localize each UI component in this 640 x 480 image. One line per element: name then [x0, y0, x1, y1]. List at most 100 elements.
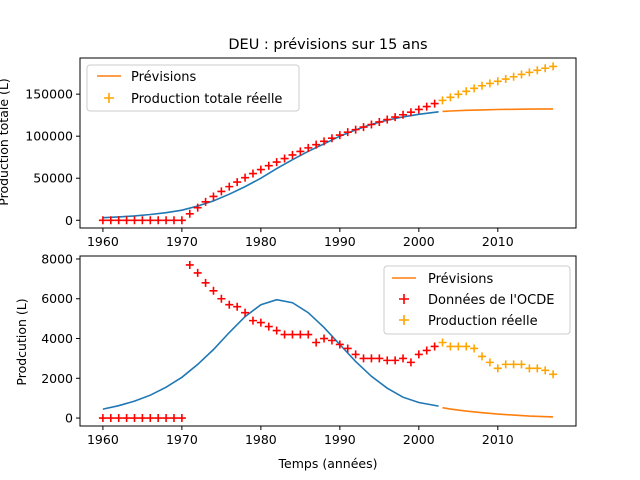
- data-point-oecd: [359, 123, 368, 132]
- data-point-oecd: [106, 216, 115, 225]
- data-point-oecd: [154, 414, 163, 423]
- data-point-oecd: [114, 414, 123, 423]
- legend-label-forecast: Prévisions: [131, 70, 197, 85]
- data-point-real: [525, 68, 534, 77]
- data-point-oecd: [217, 294, 226, 303]
- series-line-forecast: [442, 406, 554, 418]
- data-point-oecd: [256, 165, 265, 174]
- data-point-oecd: [383, 356, 392, 365]
- data-point-oecd: [399, 110, 408, 119]
- data-point-oecd: [288, 150, 297, 159]
- data-point-oecd: [122, 216, 131, 225]
- data-point-real: [525, 364, 534, 373]
- data-point-real: [478, 352, 487, 361]
- data-point-oecd: [225, 300, 234, 309]
- data-point-real: [509, 360, 518, 369]
- data-point-real: [493, 364, 502, 373]
- data-point-oecd: [146, 414, 155, 423]
- data-point-oecd: [241, 173, 250, 182]
- data-point-oecd: [162, 414, 171, 423]
- data-point-oecd: [351, 350, 360, 359]
- data-point-oecd: [391, 356, 400, 365]
- data-point-real: [485, 79, 494, 88]
- data-point-oecd: [430, 342, 439, 351]
- data-point-real: [541, 366, 550, 375]
- x-tick-label: 1960: [87, 432, 119, 447]
- data-point-real: [485, 358, 494, 367]
- x-tick-label: 1970: [166, 432, 198, 447]
- data-point-real: [493, 77, 502, 86]
- data-point-real: [454, 342, 463, 351]
- data-point-oecd: [312, 140, 321, 149]
- data-point-oecd: [304, 143, 313, 152]
- chart-annual-production: Prodcution (L) Temps (années) 1960 1970 19…: [14, 251, 577, 471]
- data-point-oecd: [296, 147, 305, 156]
- x-tick-label: 1960: [87, 234, 119, 249]
- plot-area: 1960 1970 1980 1990 2000 2010 0 2000 4000 6000 800…: [41, 251, 577, 447]
- data-point-real: [438, 96, 447, 105]
- data-point-oecd: [146, 216, 155, 225]
- plot-area: 1960 1970 1980 1990 2000 2010 0 50000 100000 1500…: [25, 57, 577, 249]
- data-point-real: [501, 75, 510, 84]
- data-point-oecd: [351, 125, 360, 134]
- y-tick-label: 150000: [25, 87, 73, 102]
- data-point-real: [470, 84, 479, 93]
- legend-box: [383, 265, 571, 335]
- data-point-oecd: [98, 414, 107, 423]
- data-point-oecd: [201, 278, 210, 287]
- data-point-real: [549, 62, 558, 71]
- data-point-oecd: [264, 322, 273, 331]
- legend-box: [86, 64, 300, 112]
- data-point-oecd: [185, 209, 194, 218]
- legend-marker-real: [399, 315, 409, 325]
- data-point-oecd: [162, 216, 171, 225]
- data-point-oecd: [241, 308, 250, 317]
- y-tick-label: 0: [65, 213, 73, 228]
- data-point-oecd: [98, 216, 107, 225]
- data-point-oecd: [272, 158, 281, 167]
- x-tick-label: 1970: [166, 234, 198, 249]
- legend-label-real: Production totale réelle: [131, 92, 282, 107]
- x-tick-label: 1980: [245, 234, 277, 249]
- data-point-oecd: [391, 113, 400, 122]
- x-tick-label: 2010: [482, 432, 514, 447]
- data-point-real: [509, 72, 518, 81]
- data-point-oecd: [422, 346, 431, 355]
- data-point-oecd: [130, 414, 139, 423]
- legend-marker-real: [104, 93, 114, 103]
- data-point-oecd: [343, 128, 352, 137]
- y-tick-label: 50000: [33, 171, 73, 186]
- legend-label-oecd: Données de l'OCDE: [428, 293, 554, 308]
- data-point-real: [438, 338, 447, 347]
- data-point-real: [446, 93, 455, 102]
- chart-total-production: DEU : prévisions sur 15 ans Production t…: [0, 37, 577, 249]
- legend-label-forecast: Prévisions: [428, 272, 494, 287]
- legend-label-real: Production réelle: [428, 314, 538, 329]
- data-point-oecd: [406, 358, 415, 367]
- data-point-oecd: [383, 115, 392, 124]
- x-tick-label: 2010: [482, 234, 514, 249]
- chart-title: DEU : prévisions sur 15 ans: [228, 37, 427, 53]
- data-point-real: [462, 342, 471, 351]
- data-point-real: [533, 66, 542, 75]
- data-point-oecd: [280, 154, 289, 163]
- data-point-oecd: [304, 330, 313, 339]
- data-point-real: [533, 364, 542, 373]
- data-point-oecd: [209, 192, 218, 201]
- data-point-oecd: [320, 334, 329, 343]
- y-tick-label: 8000: [41, 251, 73, 266]
- y-tick-label: 100000: [25, 129, 73, 144]
- data-point-real: [517, 70, 526, 79]
- data-point-oecd: [406, 108, 415, 117]
- data-point-oecd: [114, 216, 123, 225]
- data-point-oecd: [367, 120, 376, 129]
- data-point-oecd: [225, 182, 234, 191]
- data-point-oecd: [185, 260, 194, 269]
- data-point-oecd: [209, 286, 218, 295]
- data-point-real: [462, 87, 471, 96]
- data-point-oecd: [154, 216, 163, 225]
- data-point-oecd: [359, 354, 368, 363]
- data-point-oecd: [201, 197, 210, 206]
- y-tick-label: 2000: [41, 371, 73, 386]
- y-tick-label: 6000: [41, 291, 73, 306]
